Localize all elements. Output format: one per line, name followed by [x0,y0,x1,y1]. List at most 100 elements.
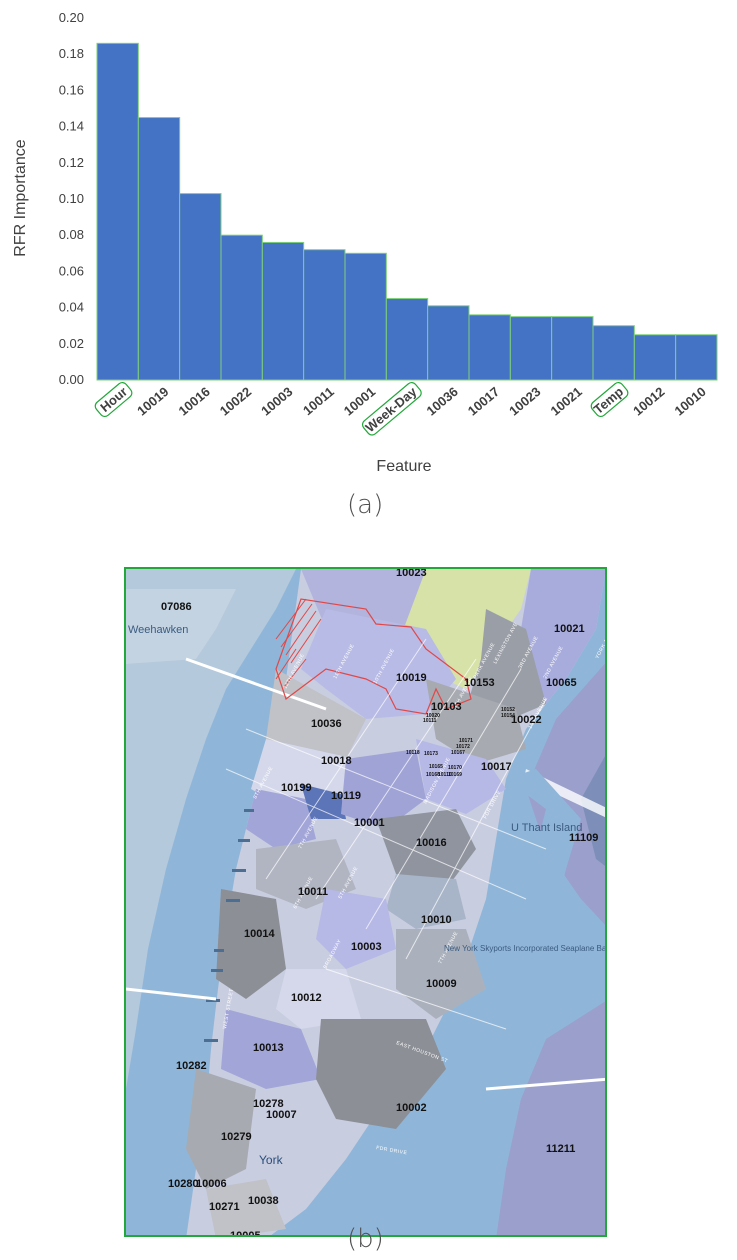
bar-10022 [220,234,263,381]
zip-label: 10280 [168,1178,199,1190]
y-tick-label: 0.08 [59,227,84,242]
zip-label: 10036 [311,718,342,730]
zip-area-downtown [186,1069,256,1189]
zip-label: 10170 [448,765,462,771]
zip-area-10016 [376,809,476,889]
east-river [427,769,581,1235]
zip-label: 10020 [426,713,440,719]
zip-label: 10009 [426,978,457,990]
x-tick-label: 10003 [258,384,295,419]
y-tick-label: 0.06 [59,263,84,278]
zip-area-10012 [276,969,361,1029]
zip-label: 10019 [396,672,427,684]
zip-label: 10173 [424,751,438,757]
bar-10016 [179,193,222,381]
x-tick-10010: 10010 [671,384,708,419]
x-tick-10003: 10003 [258,384,295,419]
y-tick-label: 0.14 [59,119,84,134]
x-tick-10023: 10023 [506,384,543,419]
x-tick-hour: Hour [94,381,133,418]
bar-10017 [468,314,511,381]
x-tick-10016: 10016 [175,384,212,419]
x-tick-label: 10016 [175,384,212,419]
hudson-piers [204,809,254,1042]
x-tick-label: 10011 [300,384,337,418]
zip-label: 10278 [253,1098,284,1110]
bar-10019 [137,117,181,381]
caption-a: (a) [347,490,384,520]
x-tick-label: 10021 [547,384,584,419]
zip-label: 10154 [501,713,515,719]
zip-label: 10012 [291,992,322,1004]
x-tick-10036: 10036 [423,384,460,419]
zip-area-10010 [386,874,466,929]
highlight-piers [275,598,322,688]
bar-10021 [551,316,594,381]
zip-area-10017 [416,739,506,814]
zip-label: 10169 [448,772,462,778]
zip-label: 10152 [501,707,515,713]
zip-area-10065 [466,609,546,719]
x-tick-label: 10019 [134,384,171,419]
bar-chart: 0.00 0.02 0.04 0.06 0.08 0.10 0.12 0.14 0.16 0.18… [12,10,718,475]
zip-area-10001 [341,749,426,829]
zip-area-10003 [316,889,396,969]
new-jersey-shore [126,569,296,1089]
y-tick-label: 0.16 [59,82,84,97]
zip-label: 10006 [196,1178,227,1190]
place-label-weehawken: Weehawken [128,624,188,636]
zip-label: 10119 [331,790,361,802]
x-tick-10011: 10011 [300,384,337,418]
bar-10010 [675,334,718,381]
zip-label: 10010 [421,914,452,926]
manhattan-zip-map: 12TH AVENUE 11TH AVENUE 10TH AVENUE 5TH … [126,569,605,1237]
x-axis-label: Feature [376,458,431,475]
highlight-box [590,381,629,418]
y-tick-label: 0.04 [59,300,84,315]
x-tick-10017: 10017 [465,384,502,419]
weehawken-area [126,589,236,664]
map-panel: 12TH AVENUE 11TH AVENUE 10TH AVENUE 5TH … [124,567,607,1237]
y-tick-label: 0.00 [59,372,84,387]
zip-label: 10003 [351,941,382,953]
zip-label: 10005 [230,1230,261,1237]
zip-label: 10017 [481,761,512,773]
zip-label: 07086 [161,601,192,613]
y-axis-ticks: 0.00 0.02 0.04 0.06 0.08 0.10 0.12 0.14 0.16 0.18… [59,10,84,387]
x-tick-label: 10022 [217,384,254,419]
zip-label: 10111 [423,718,437,724]
y-tick-label: 0.10 [59,191,84,206]
zip-area-10009 [396,929,486,1019]
zip-label: 10023 [396,569,427,579]
zip-label: 11211 [546,1143,575,1155]
bar-10003 [261,241,305,381]
x-tick-label: 10017 [465,384,502,419]
highlight-box [361,381,422,436]
y-tick-label: 0.20 [59,10,84,25]
zip-area-10199 [246,789,316,849]
zip-label: 10021 [554,623,585,635]
x-tick-temp: Temp [590,381,629,418]
zip-area-10002 [316,1019,446,1129]
x-tick-label: 10012 [630,384,667,419]
zip-label: 10022 [511,714,542,726]
y-tick-label: 0.18 [59,46,84,61]
place-label-york: York [259,1153,284,1167]
zip-label: 10011 [298,886,328,898]
zip-label: 10118 [406,750,420,756]
highlight-outline [275,598,472,715]
zip-area-10014 [216,889,286,999]
zip-label: 10103 [431,701,462,713]
highlight-box [94,381,133,418]
bar-hour [96,42,139,381]
x-tick-10022: 10022 [217,384,254,419]
x-axis-ticks: Hour 10019 10016 10022 10003 10011 10001Week-D… [94,381,709,436]
bar-10001 [344,252,387,381]
zip-area-10013 [221,1009,321,1089]
holland-tunnel [126,987,217,1001]
zip-label: 10038 [248,1195,279,1207]
street-label: FDR DRIVE [376,1145,408,1156]
bar-10012 [633,334,677,381]
zip-label: 10171 [459,738,473,744]
lincoln-tunnel [185,657,327,711]
